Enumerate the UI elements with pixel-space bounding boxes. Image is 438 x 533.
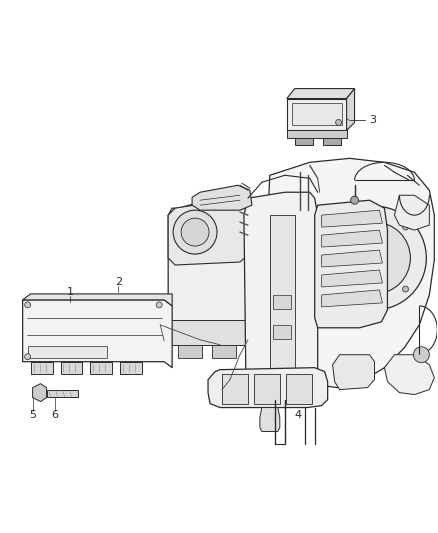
Polygon shape [32, 384, 46, 401]
Circle shape [181, 218, 209, 246]
Polygon shape [321, 210, 382, 227]
Polygon shape [295, 139, 313, 146]
Polygon shape [395, 195, 429, 230]
Bar [28, 346, 107, 358]
Bar [286, 374, 312, 403]
Bar [46, 390, 78, 397]
Polygon shape [287, 131, 346, 139]
Polygon shape [23, 300, 172, 368]
Polygon shape [314, 200, 388, 328]
Circle shape [363, 246, 386, 270]
Polygon shape [321, 230, 382, 247]
Polygon shape [168, 198, 248, 265]
Polygon shape [323, 139, 341, 146]
Polygon shape [260, 158, 434, 387]
Circle shape [323, 206, 426, 310]
Polygon shape [287, 99, 346, 131]
Polygon shape [260, 408, 280, 432]
Polygon shape [23, 294, 172, 306]
Circle shape [25, 354, 31, 360]
Polygon shape [60, 362, 82, 374]
Polygon shape [321, 290, 382, 307]
Text: 5: 5 [29, 409, 36, 419]
Polygon shape [168, 195, 252, 345]
Text: 1: 1 [67, 287, 74, 297]
Polygon shape [287, 88, 355, 99]
Polygon shape [192, 185, 252, 210]
Polygon shape [385, 355, 434, 394]
Polygon shape [270, 215, 295, 390]
Polygon shape [292, 102, 342, 125]
Circle shape [403, 224, 409, 230]
Polygon shape [321, 250, 382, 267]
Text: 2: 2 [115, 277, 122, 287]
Text: 4: 4 [295, 409, 302, 419]
Polygon shape [90, 362, 112, 374]
Polygon shape [31, 362, 53, 374]
Bar [273, 295, 291, 309]
Bar [222, 374, 248, 403]
Circle shape [336, 119, 342, 125]
Circle shape [156, 302, 162, 308]
Polygon shape [244, 192, 318, 401]
Polygon shape [178, 345, 202, 358]
Circle shape [350, 196, 359, 204]
Polygon shape [120, 362, 142, 374]
Polygon shape [321, 270, 382, 287]
Polygon shape [332, 355, 374, 390]
Bar [273, 325, 291, 339]
Circle shape [413, 347, 429, 362]
Circle shape [340, 224, 346, 230]
Circle shape [340, 286, 346, 292]
Polygon shape [346, 88, 355, 131]
Bar [254, 374, 280, 403]
Circle shape [339, 222, 410, 294]
Circle shape [173, 210, 217, 254]
Polygon shape [212, 345, 236, 358]
Text: 3: 3 [370, 116, 377, 125]
Circle shape [403, 286, 409, 292]
Circle shape [25, 302, 31, 308]
Polygon shape [208, 368, 328, 408]
Polygon shape [170, 320, 252, 345]
Text: 6: 6 [51, 409, 58, 419]
